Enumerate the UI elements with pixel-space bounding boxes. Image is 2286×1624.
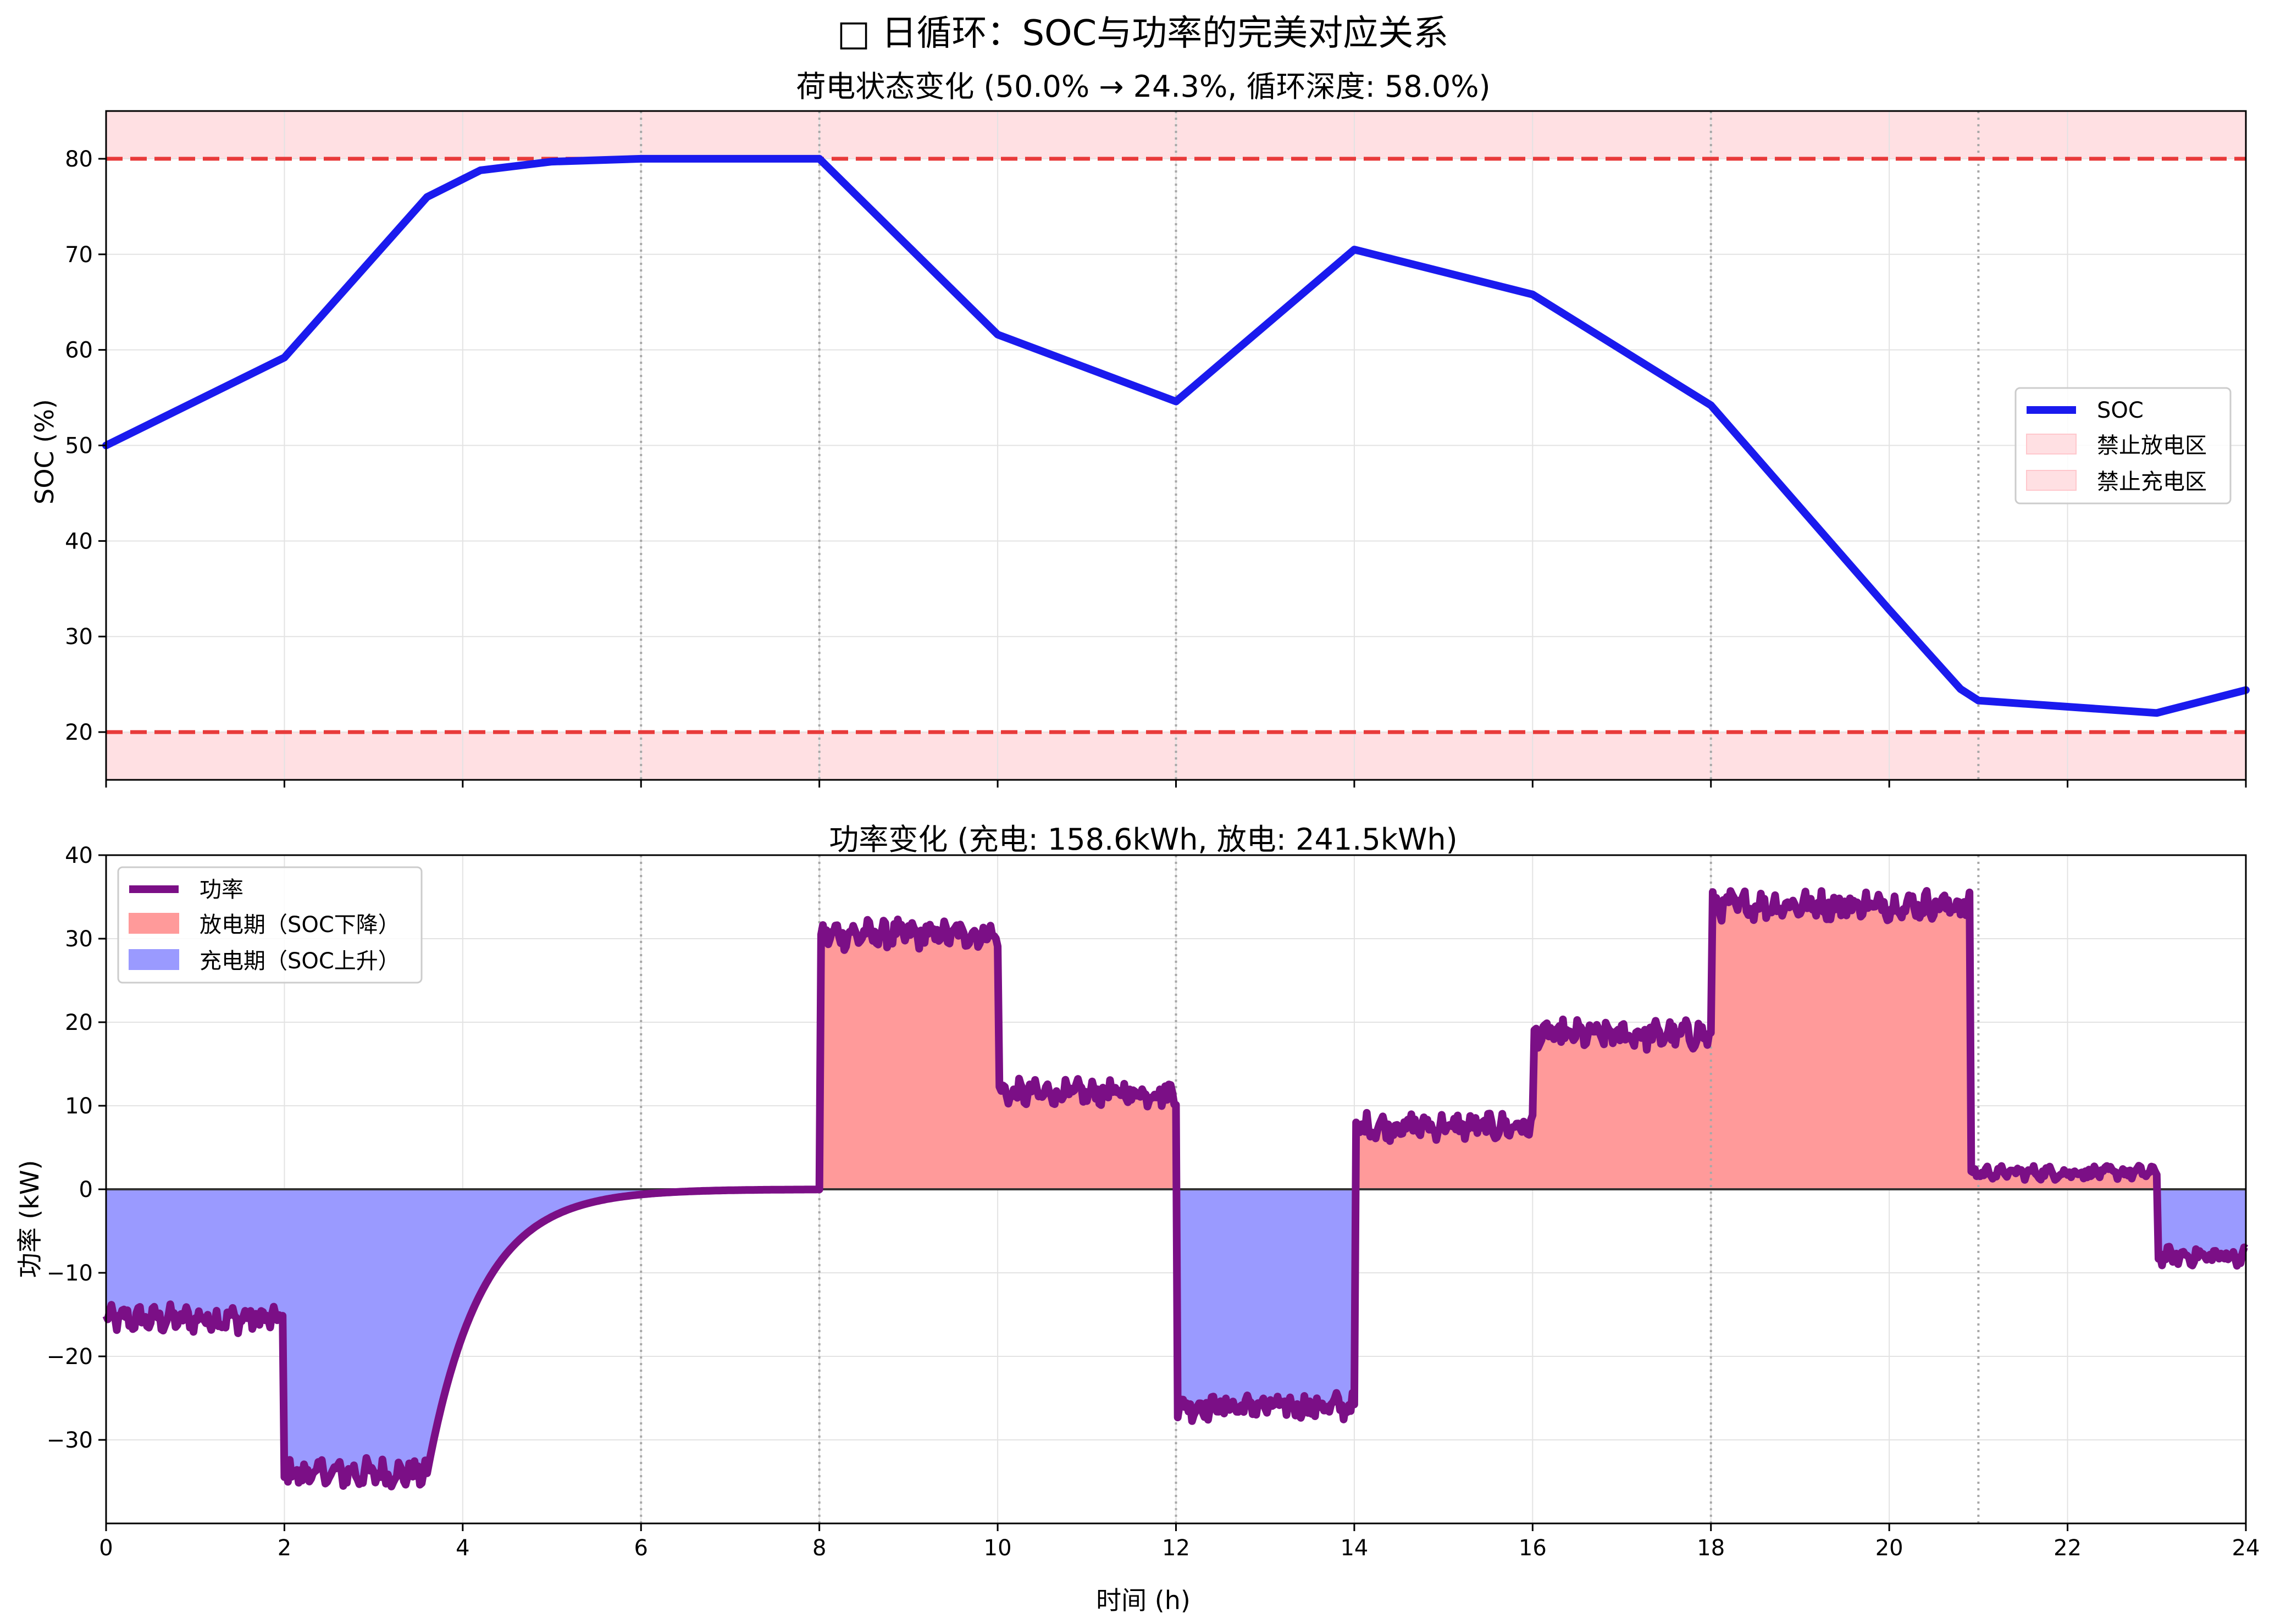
soc-legend-swatch-zone [2027,434,2076,454]
power-x-tick-label: 6 [634,1536,648,1561]
power-x-tick-label: 8 [812,1536,826,1561]
power-x-tick-label: 12 [1162,1536,1190,1561]
power-x-tick-label: 24 [2232,1536,2260,1561]
power-y-tick-label: −10 [47,1261,93,1286]
power-y-tick-label: 30 [65,927,93,952]
power-y-tick-label: −20 [47,1344,93,1370]
soc-y-tick-label: 50 [65,434,93,459]
soc-legend-swatch-zone [2027,470,2076,490]
soc-y-tick-label: 70 [65,242,93,268]
power-x-tick-label: 20 [1875,1536,1903,1561]
power-x-axis-label: 时间 (h) [1096,1586,1191,1615]
soc-y-tick-label: 60 [65,338,93,363]
power-x-tick-label: 0 [99,1536,113,1561]
power-chart-title: 功率变化 (充电: 158.6kWh, 放电: 241.5kWh) [829,822,1457,857]
power-x-tick-label: 18 [1697,1536,1725,1561]
soc-y-tick-label: 30 [65,624,93,650]
power-y-axis-label: 功率 (kW) [15,1160,45,1278]
figure-title: □ 日循环：SOC与功率的完美对应关系 [837,13,1449,54]
power-y-tick-label: 0 [79,1177,93,1202]
soc-chart-title: 荷电状态变化 (50.0% → 24.3%, 循环深度: 58.0%) [796,69,1490,104]
power-y-tick-label: 40 [65,843,93,868]
power-x-tick-label: 4 [456,1536,469,1561]
soc-y-axis-label: SOC (%) [30,399,59,505]
soc-y-tick-label: 20 [65,720,93,745]
soc-legend-label-zone: 禁止充电区 [2097,469,2207,495]
soc-legend-label-zone: 禁止放电区 [2097,433,2207,458]
power-y-tick-label: 10 [65,1094,93,1119]
power-x-tick-label: 16 [1519,1536,1547,1561]
power-y-tick-label: 20 [65,1010,93,1035]
power-legend-label-fill: 放电期（SOC下降） [200,912,400,938]
soc-y-tick-label: 40 [65,529,93,554]
power-legend-swatch-fill [129,913,179,933]
soc-legend-label-soc: SOC [2097,398,2144,423]
power-x-tick-label: 2 [278,1536,291,1561]
soc-y-tick-label: 80 [65,147,93,172]
power-legend-label-power: 功率 [200,877,243,902]
power-x-tick-label: 10 [984,1536,1012,1561]
power-x-tick-label: 14 [1340,1536,1368,1561]
power-y-tick-label: −30 [47,1428,93,1453]
power-legend-swatch-fill [129,950,179,969]
power-x-tick-label: 22 [2053,1536,2082,1561]
power-legend-label-fill: 充电期（SOC上升） [200,949,400,974]
